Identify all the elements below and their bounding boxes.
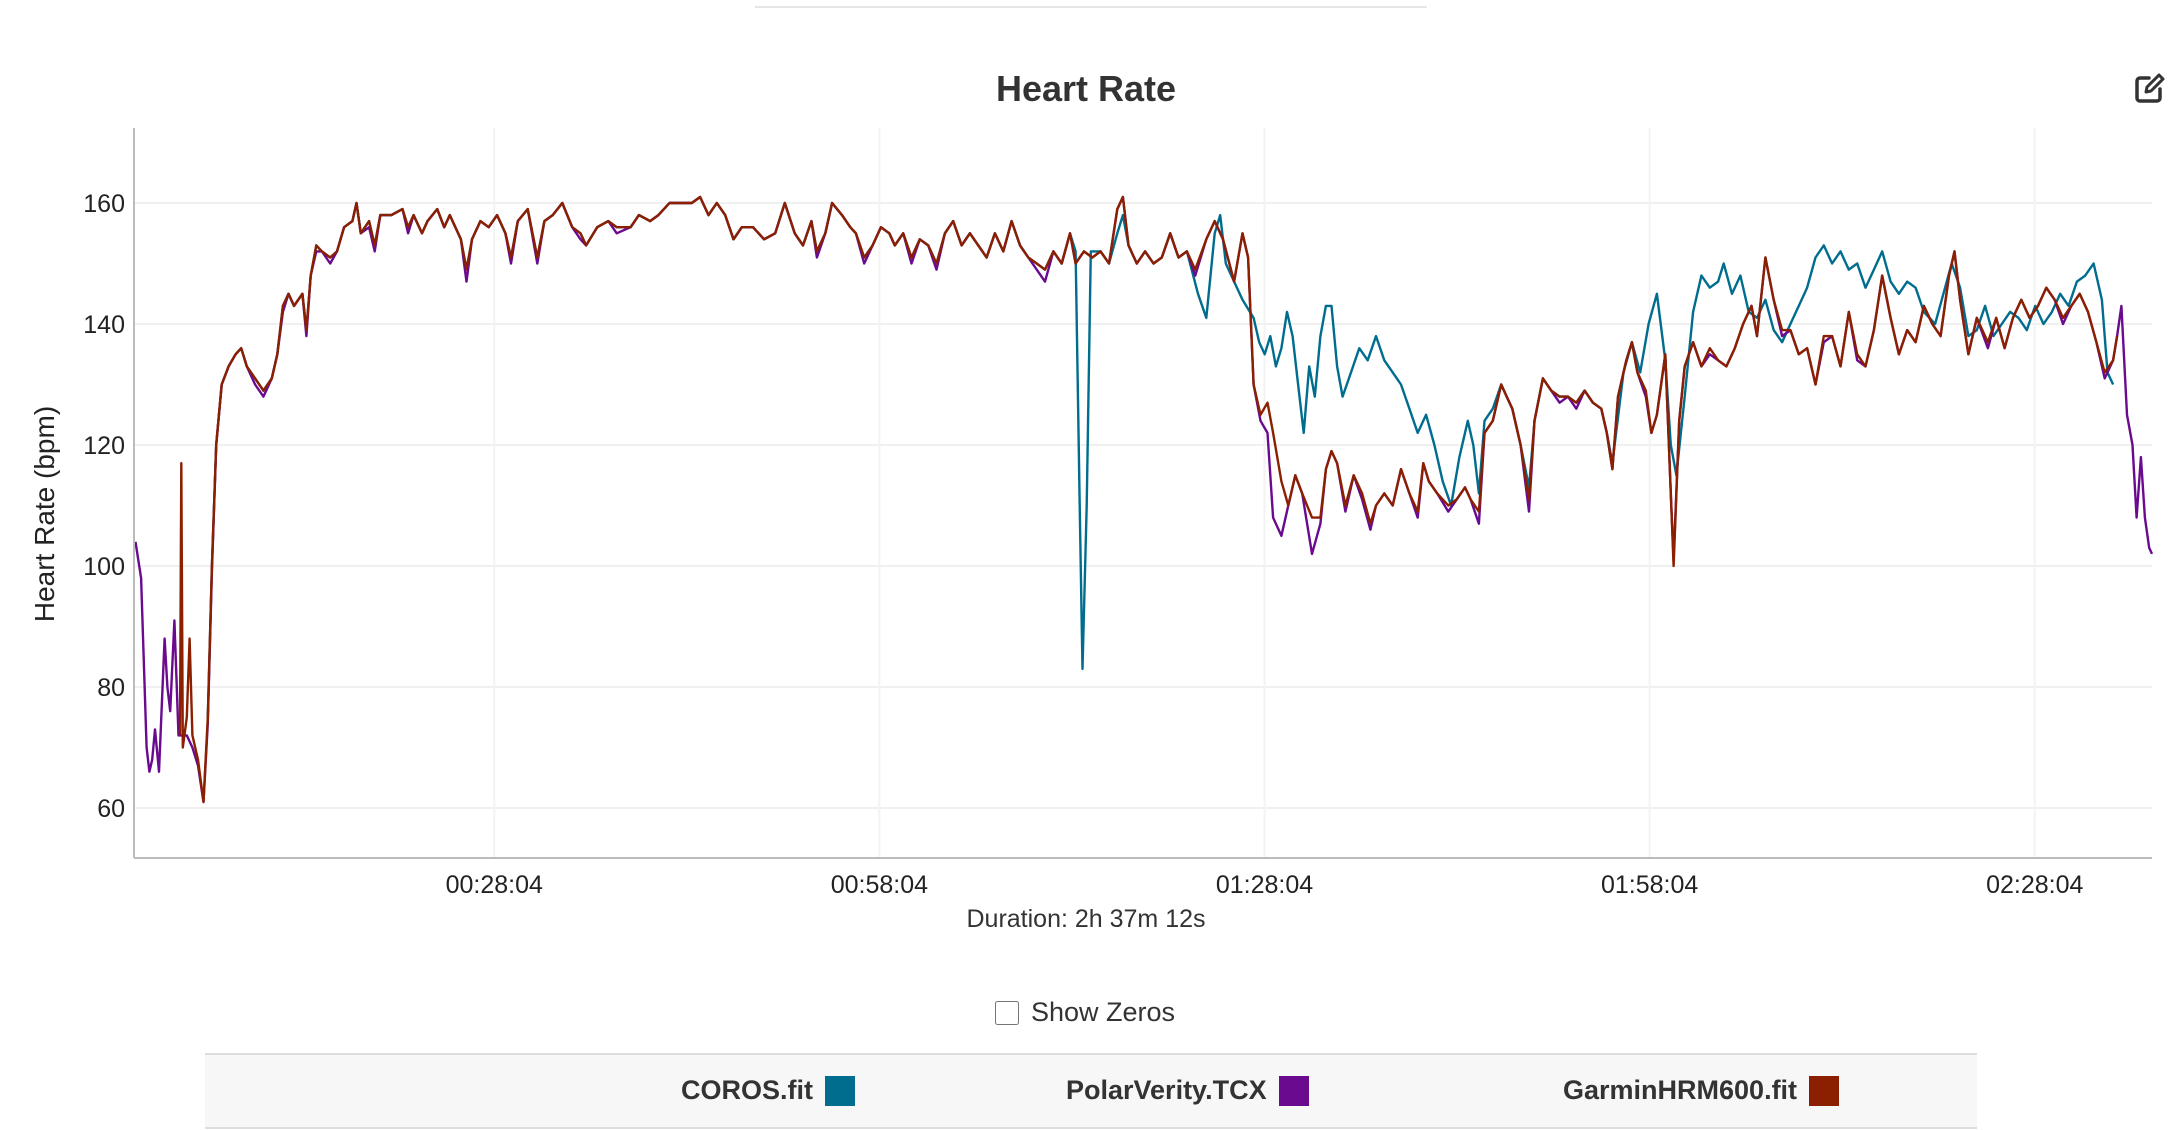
y-axis-label: Heart Rate (bpm) (29, 406, 60, 622)
legend-item-garmin[interactable]: GarminHRM600.fit (1563, 1075, 1840, 1106)
y-tick-label: 60 (97, 795, 125, 823)
x-tick-label: 00:58:04 (831, 871, 928, 899)
y-tick-label: 140 (83, 311, 125, 339)
show-zeros-label: Show Zeros (1031, 997, 1176, 1027)
legend-item-polar[interactable]: PolarVerity.TCX (1066, 1075, 1309, 1106)
x-tick-label: 00:28:04 (446, 871, 543, 899)
series-line-polarverity-tcx (134, 195, 2154, 804)
x-tick-labels: 00:28:04 00:58:04 01:28:04 01:58:04 02:28:04 (446, 871, 2084, 899)
legend-swatch (1809, 1075, 1840, 1106)
legend-label: GarminHRM600.fit (1563, 1075, 1798, 1105)
legend-label: COROS.fit (681, 1075, 813, 1105)
legend: COROS.fit PolarVerity.TCX GarminHRM600.f… (205, 1053, 1977, 1129)
x-axis-label: Duration: 2h 37m 12s (966, 905, 1206, 933)
series-lines (134, 195, 2154, 804)
y-tick-label: 100 (83, 553, 125, 581)
chart-title: Heart Rate (995, 68, 1177, 109)
legend-label: PolarVerity.TCX (1066, 1075, 1267, 1105)
edit-icon-graphic (2135, 73, 2165, 103)
show-zeros-checkbox[interactable] (995, 1000, 1019, 1025)
y-tick-label: 80 (97, 674, 125, 702)
x-tick-label: 01:58:04 (1601, 871, 1698, 899)
y-tick-label: 120 (83, 432, 125, 460)
x-tick-label: 01:28:04 (1216, 871, 1313, 899)
series-line-garminhrm600-fit (178, 195, 2119, 804)
legend-item-coros[interactable]: COROS.fit (681, 1075, 855, 1106)
grid (134, 128, 2152, 858)
edit-square-pencil-icon[interactable] (2132, 72, 2166, 106)
show-zeros-toggle[interactable]: Show Zeros (995, 997, 1175, 1028)
y-tick-label: 160 (83, 190, 125, 218)
top-divider (755, 6, 1427, 8)
legend-swatch (1278, 1075, 1309, 1106)
y-tick-labels: 60 80 100 120 140 160 (83, 190, 125, 823)
x-tick-label: 02:28:04 (1986, 871, 2083, 899)
legend-swatch (825, 1075, 855, 1106)
heart-rate-chart: 60 80 100 120 140 160 00:28:04 00:58:04 01:28:0… (29, 128, 2154, 899)
